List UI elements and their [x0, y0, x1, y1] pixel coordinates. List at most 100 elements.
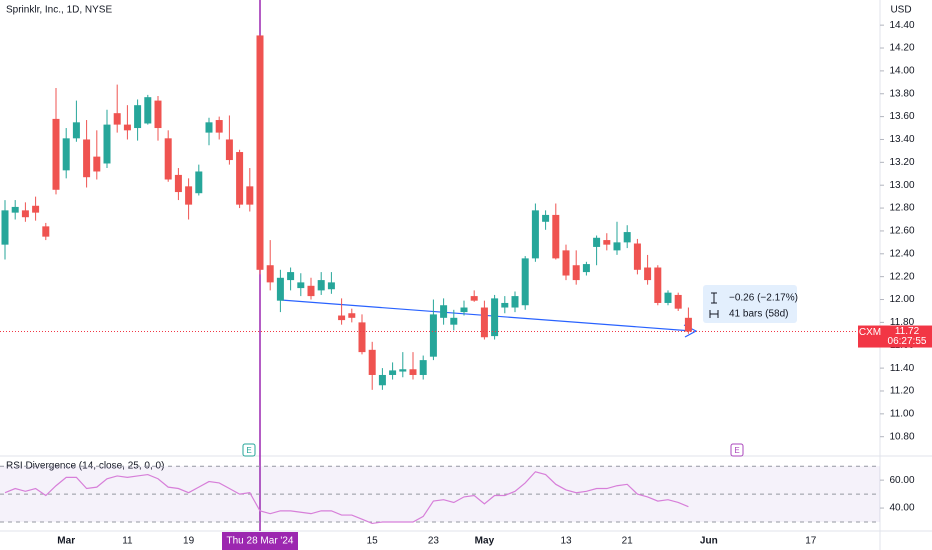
- candle-body: [266, 265, 274, 283]
- candle-body: [613, 242, 621, 251]
- candle-body: [103, 124, 111, 164]
- y-tick-label: 14.00: [889, 66, 914, 77]
- candle-body: [633, 243, 641, 270]
- last-price: 11.72: [895, 326, 920, 337]
- x-tick-label: 19: [183, 536, 195, 547]
- candle-body: [358, 322, 366, 353]
- candle-body: [52, 118, 60, 190]
- x-tick-label: Jun: [700, 536, 718, 547]
- candle-body: [276, 277, 284, 301]
- candle-body: [654, 267, 662, 303]
- y-tick-label: 11.40: [890, 363, 915, 374]
- candle-body: [674, 294, 682, 309]
- candle-body: [72, 122, 80, 139]
- candle-body: [603, 240, 611, 245]
- candle-body: [531, 210, 539, 259]
- measure-tool: −0.26 (−2.17%) 41 bars (58d): [280, 285, 798, 338]
- symbol-tag: CXM: [859, 327, 881, 338]
- x-tick-label: 17: [805, 536, 817, 547]
- x-tick-label: 23: [428, 536, 440, 547]
- y-tick-label: 12.80: [889, 203, 914, 214]
- y-tick-label: 60.00: [889, 475, 914, 486]
- candle-body: [32, 205, 40, 213]
- x-tick-label: May: [475, 536, 495, 547]
- candle-body: [409, 369, 417, 375]
- candle-body: [644, 267, 652, 281]
- candle-body: [460, 307, 468, 313]
- x-tick-label: Mar: [57, 536, 75, 547]
- price-tag: [858, 325, 932, 348]
- candle-body: [399, 369, 407, 372]
- candle-body: [684, 317, 692, 332]
- candle-body: [389, 370, 397, 375]
- candle-body: [348, 313, 356, 318]
- y-tick-label: 13.80: [889, 88, 914, 99]
- candle-body: [582, 264, 590, 273]
- icon-price: [711, 292, 717, 304]
- candle-body: [450, 317, 458, 325]
- candle-body: [317, 280, 325, 291]
- candle-body: [562, 250, 570, 276]
- x-tick-label: 11: [122, 536, 133, 547]
- y-tick-label: 11.20: [890, 386, 915, 397]
- candle-body: [338, 315, 346, 321]
- candle-body: [62, 138, 70, 171]
- y-tick-label: 12.20: [889, 271, 914, 282]
- x-tick-label: 15: [367, 536, 379, 547]
- candle-body: [11, 206, 19, 213]
- candle-body: [83, 139, 91, 178]
- x-tick-label: 21: [622, 536, 634, 547]
- earnings-label: E: [246, 446, 251, 455]
- candle-body: [511, 296, 519, 308]
- candle-body: [246, 186, 254, 205]
- candle-body: [552, 214, 560, 259]
- rsi-title: RSI Divergence (14, close, 25, 0, 0): [6, 461, 164, 472]
- candle-body: [287, 272, 295, 281]
- x-tick-label: Thu 28 Mar '24: [227, 536, 294, 547]
- measure-change: −0.26 (−2.17%): [729, 293, 798, 304]
- candle-body: [368, 349, 376, 375]
- earnings-marker: [730, 443, 744, 457]
- y-tick-label: 13.00: [889, 180, 914, 191]
- candle-body: [623, 232, 631, 243]
- candle-body: [93, 156, 101, 172]
- y-tick-label: 40.00: [889, 503, 914, 514]
- candle-body: [327, 282, 335, 290]
- y-tick-label: 11.80: [890, 317, 915, 328]
- candle-body: [113, 113, 121, 125]
- candle-body: [215, 120, 223, 133]
- countdown: 06:27:55: [888, 336, 927, 347]
- candle-body: [572, 265, 580, 281]
- candle-body: [185, 186, 193, 205]
- x-tick-label: 13: [560, 536, 572, 547]
- candle-body: [205, 122, 213, 133]
- candle-body: [144, 97, 152, 124]
- earnings-marker: [242, 443, 256, 457]
- y-tick-label: 12.00: [889, 294, 914, 305]
- y-tick-label: 13.60: [889, 111, 914, 122]
- y-tick-label: 14.20: [889, 43, 914, 54]
- measure-box: [703, 285, 797, 323]
- crosshair-date-tag: [222, 532, 298, 550]
- candle-body: [593, 237, 601, 247]
- candle-body: [440, 305, 448, 318]
- candle-body: [1, 210, 9, 245]
- icon-bars: [709, 310, 719, 318]
- event-markers: E E: [242, 443, 744, 457]
- candle-body: [307, 285, 315, 297]
- candle-body: [419, 360, 427, 375]
- candle-body: [542, 214, 550, 222]
- candle-body: [429, 314, 437, 357]
- rsi-line: [4, 471, 689, 525]
- chart-title: Sprinklr, Inc., 1D, NYSE: [6, 5, 112, 16]
- y-tick-label: 13.40: [889, 134, 914, 145]
- candle-body: [256, 35, 264, 270]
- candle-body: [480, 307, 488, 338]
- y-tick-label: 13.20: [889, 157, 914, 168]
- candle-body: [174, 174, 182, 193]
- earnings-label: E: [734, 446, 739, 455]
- candle-body: [470, 296, 478, 301]
- candle-body: [134, 105, 142, 129]
- candle-body: [664, 292, 672, 303]
